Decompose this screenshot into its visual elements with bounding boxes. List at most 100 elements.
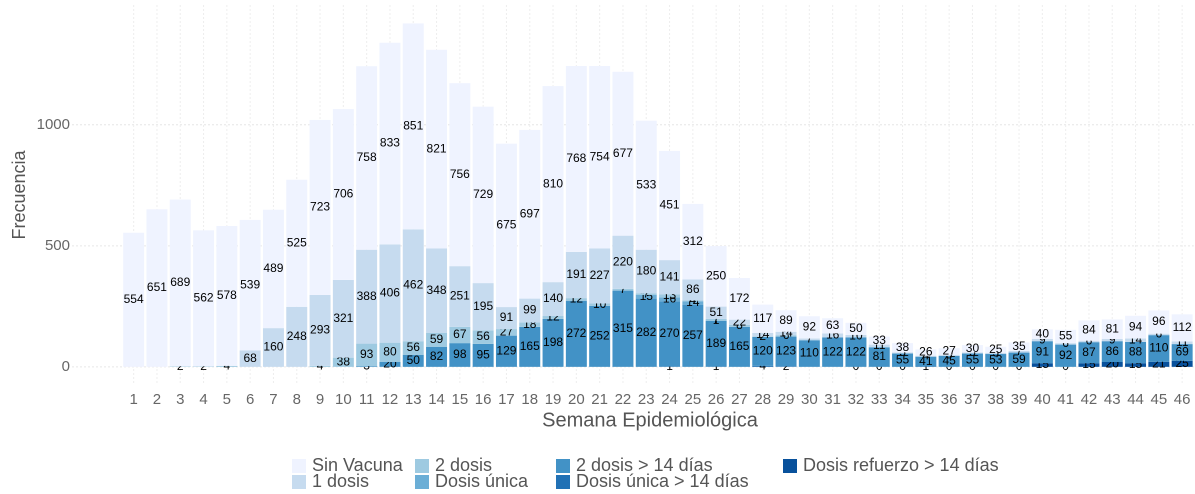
x-axis-label: Semana Epidemiológica: [542, 409, 759, 431]
x-tick-label: 44: [1127, 391, 1144, 408]
x-tick-label: 15: [452, 391, 469, 408]
x-tick-label: 31: [824, 391, 841, 408]
data-label: 833: [380, 136, 400, 150]
data-label: 91: [500, 310, 514, 324]
data-label: 50: [407, 353, 421, 367]
data-label: 26: [919, 345, 933, 359]
data-label: 697: [520, 206, 540, 220]
legend-label: Dosis única > 14 días: [576, 471, 749, 489]
legend-label: Dosis única: [435, 471, 529, 489]
data-label: 55: [1059, 329, 1073, 343]
legend-swatch: [415, 475, 429, 489]
data-label: 95: [476, 348, 490, 362]
data-label: 525: [287, 235, 307, 249]
data-label: 92: [803, 320, 817, 334]
data-label: 38: [896, 340, 910, 354]
x-tick-label: 11: [359, 391, 375, 408]
data-label: 189: [706, 336, 726, 350]
data-label: 59: [430, 332, 444, 346]
x-tick-label: 7: [269, 391, 277, 408]
legend-swatch: [292, 459, 306, 473]
data-label: 160: [263, 340, 283, 354]
data-label: 40: [1036, 326, 1050, 340]
data-label: 729: [473, 187, 493, 201]
data-label: 165: [729, 339, 749, 353]
data-label: 315: [613, 321, 633, 335]
x-tick-label: 20: [568, 391, 585, 408]
data-label: 80: [383, 344, 397, 358]
legend-swatch: [556, 475, 570, 489]
data-label: 82: [430, 349, 444, 363]
data-label: 768: [566, 151, 586, 165]
data-label: 191: [566, 267, 586, 281]
legend-label: Dosis refuerzo > 14 días: [803, 455, 999, 475]
data-label: 81: [1106, 321, 1120, 335]
data-label: 758: [357, 150, 377, 164]
data-label: 248: [287, 329, 307, 343]
data-label: 86: [686, 282, 700, 296]
data-label: 50: [849, 321, 863, 335]
data-label: 117: [753, 311, 772, 325]
x-tick-label: 38: [987, 391, 1004, 408]
y-tick-label: 1000: [37, 116, 70, 133]
x-tick-label: 36: [941, 391, 958, 408]
data-label: 810: [543, 176, 563, 190]
data-label: 706: [333, 187, 353, 201]
data-label: 270: [660, 326, 680, 340]
x-tick-label: 40: [1034, 391, 1051, 408]
data-label: 56: [407, 340, 421, 354]
x-tick-label: 26: [708, 391, 725, 408]
data-label: 272: [566, 326, 586, 340]
data-label: 578: [217, 288, 237, 302]
legend-swatch: [556, 459, 570, 473]
data-label: 98: [453, 347, 467, 361]
x-tick-label: 22: [615, 391, 632, 408]
data-label: 110: [800, 346, 819, 360]
data-label: 123: [776, 344, 796, 358]
data-label: 165: [520, 339, 540, 353]
data-label: 462: [403, 277, 423, 291]
x-tick-label: 43: [1104, 391, 1121, 408]
data-label: 112: [1173, 320, 1192, 334]
data-label: 122: [846, 344, 866, 358]
data-label: 451: [660, 198, 680, 212]
y-tick-label: 0: [62, 358, 70, 375]
data-label: 754: [590, 149, 610, 163]
data-label: 180: [636, 264, 656, 278]
x-tick-label: 28: [754, 391, 771, 408]
x-tick-label: 41: [1057, 391, 1074, 408]
x-tick-label: 13: [405, 391, 422, 408]
x-tick-label: 9: [316, 391, 324, 408]
data-label: 554: [124, 292, 144, 306]
data-label: 821: [427, 141, 447, 155]
x-tick-label: 10: [335, 391, 352, 408]
data-label: 27: [942, 344, 956, 358]
data-label: 675: [496, 218, 516, 232]
x-tick-label: 8: [293, 391, 301, 408]
data-label: 96: [1152, 314, 1166, 328]
data-label: 129: [496, 343, 516, 357]
x-tick-label: 17: [498, 391, 515, 408]
x-tick-label: 23: [638, 391, 655, 408]
x-tick-label: 33: [871, 391, 888, 408]
y-axis-label: Frecuencia: [9, 149, 29, 239]
x-tick-label: 32: [848, 391, 865, 408]
x-tick-label: 37: [964, 391, 981, 408]
x-tick-label: 46: [1174, 391, 1191, 408]
legend-swatch: [292, 475, 306, 489]
x-tick-label: 45: [1151, 391, 1168, 408]
x-tick-label: 30: [801, 391, 818, 408]
data-label: 25: [989, 342, 1003, 356]
data-label: 68: [243, 351, 257, 365]
x-tick-label: 1: [129, 391, 137, 408]
x-tick-label: 12: [382, 391, 399, 408]
data-label: 198: [543, 335, 563, 349]
data-label: 252: [590, 329, 610, 343]
data-label: 250: [706, 268, 726, 282]
data-label: 723: [310, 200, 330, 214]
data-label: 140: [543, 291, 563, 305]
y-tick-label: 500: [45, 237, 70, 254]
data-label: 110: [1149, 341, 1168, 355]
data-label: 195: [473, 299, 493, 313]
